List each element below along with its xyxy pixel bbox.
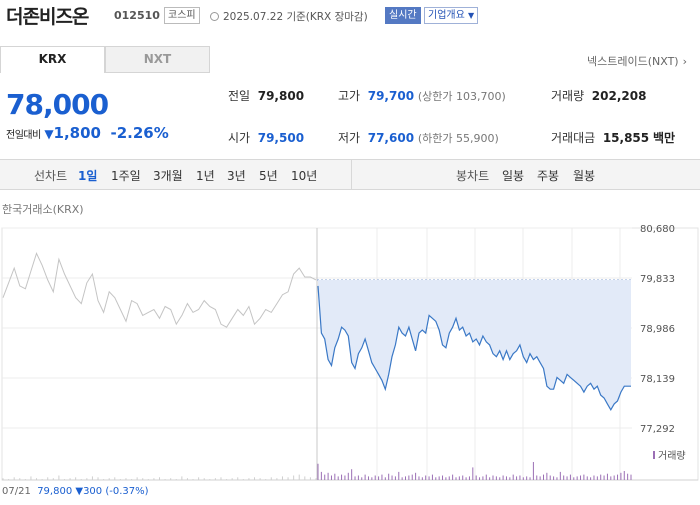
company-info-button[interactable]: 기업개요 ▼ — [424, 7, 479, 24]
y-tick-label: 77,292 — [640, 424, 675, 435]
prev-day-date: 07/21 — [2, 486, 31, 497]
period-5y[interactable]: 5년 — [259, 169, 278, 183]
date-text: 2025.07.22 기준(KRX 장마감) — [223, 11, 368, 23]
date-info: 2025.07.22 기준(KRX 장마감) — [210, 9, 368, 24]
period-10y[interactable]: 10년 — [291, 169, 318, 183]
tab-nxt[interactable]: NXT — [105, 46, 210, 73]
stat-low: 저가 77,600 (하한가 55,900) — [338, 129, 499, 146]
period-1w[interactable]: 1주일 — [111, 169, 141, 183]
candle-monthly[interactable]: 월봉 — [573, 169, 596, 183]
change-value: 1,800 — [53, 124, 101, 142]
prev-day-price: 79,800 — [37, 486, 73, 497]
stat-high: 고가 79,700 (상한가 103,700) — [338, 87, 506, 104]
chart-source: 한국거래소(KRX) — [2, 203, 84, 216]
stat-lower-limit: (하한가 55,900) — [417, 132, 499, 145]
chevron-right-icon: › — [682, 55, 687, 68]
clock-icon — [210, 12, 219, 21]
today-fill-area — [318, 279, 631, 410]
stat-prev-label: 전일 — [228, 89, 251, 103]
down-triangle-icon: ▼ — [44, 127, 54, 141]
stat-low-value: 77,600 — [367, 131, 415, 145]
realtime-badge[interactable]: 실시간 — [385, 7, 421, 24]
stat-amount-value: 15,855 — [602, 131, 650, 145]
stat-low-label: 저가 — [338, 131, 361, 145]
prev-day-summary: 07/21 79,800 ▼300 (-0.37%) — [2, 486, 149, 497]
stat-volume: 거래량 202,208 — [551, 87, 646, 104]
candle-daily[interactable]: 일봉 — [502, 169, 525, 183]
stat-amount: 거래대금 15,855 백만 — [551, 129, 675, 146]
prev-day-pct: (-0.37%) — [105, 486, 149, 497]
current-price: 78,000 — [6, 88, 109, 121]
stat-amount-label: 거래대금 — [551, 131, 596, 145]
market-tabs: KRX NXT — [0, 46, 210, 73]
company-name: 더존비즈온 — [6, 6, 89, 28]
stat-high-value: 79,700 — [367, 89, 415, 103]
stat-volume-label: 거래량 — [551, 89, 585, 103]
candle-chart-title: 봉차트 — [456, 169, 490, 183]
stat-prev-value: 79,800 — [257, 89, 305, 103]
period-1d[interactable]: 1일 — [78, 169, 98, 183]
period-3y[interactable]: 3년 — [227, 169, 246, 183]
price-change: 전일대비 ▼1,800 -2.26% — [6, 124, 169, 142]
stat-upper-limit: (상한가 103,700) — [417, 90, 506, 103]
period-3m[interactable]: 3개월 — [153, 169, 183, 183]
y-tick-label: 80,680 — [640, 224, 675, 235]
market-badge: 코스피 — [164, 7, 200, 24]
company-info-label: 기업개요 — [428, 10, 465, 21]
stat-open: 시가 79,500 — [228, 129, 304, 146]
stat-high-label: 고가 — [338, 89, 361, 103]
y-tick-label: 79,833 — [640, 274, 675, 285]
y-tick-label: 78,986 — [640, 324, 675, 335]
period-1y[interactable]: 1년 — [196, 169, 215, 183]
line-chart-title: 선차트 — [34, 169, 68, 183]
candle-weekly[interactable]: 주봉 — [537, 169, 560, 183]
nextrade-link[interactable]: 넥스트레이드(NXT) › — [583, 53, 687, 69]
tab-krx[interactable]: KRX — [0, 46, 105, 73]
divider — [351, 160, 352, 189]
volume-legend-label: 거래량 — [658, 450, 686, 462]
prev-day-change: ▼300 — [75, 486, 103, 497]
y-tick-label: 78,139 — [640, 374, 675, 385]
stat-amount-unit: 백만 — [652, 131, 676, 145]
stock-header: 더존비즈온 012510 코스피 2025.07.22 기준(KRX 장마감) … — [0, 0, 700, 30]
change-percent: -2.26% — [110, 124, 169, 142]
chevron-down-icon: ▼ — [468, 11, 475, 20]
today-price-line — [317, 285, 631, 412]
stat-prev: 전일 79,800 — [228, 87, 304, 104]
prev-day-line — [2, 252, 317, 328]
price-chart[interactable]: 80,68079,83378,98678,13977,29207/2210:00… — [0, 218, 700, 486]
stat-open-value: 79,500 — [257, 131, 305, 145]
stat-volume-value: 202,208 — [591, 89, 647, 103]
stock-code: 012510 — [114, 9, 160, 22]
chart-options-bar: 선차트 1일 1주일 3개월 1년 3년 5년 10년 봉차트 일봉 주봉 월봉 — [0, 159, 700, 190]
change-label: 전일대비 — [6, 130, 41, 141]
nextrade-label: 넥스트레이드(NXT) — [587, 55, 679, 68]
stat-open-label: 시가 — [228, 131, 251, 145]
volume-legend-swatch — [653, 451, 655, 459]
